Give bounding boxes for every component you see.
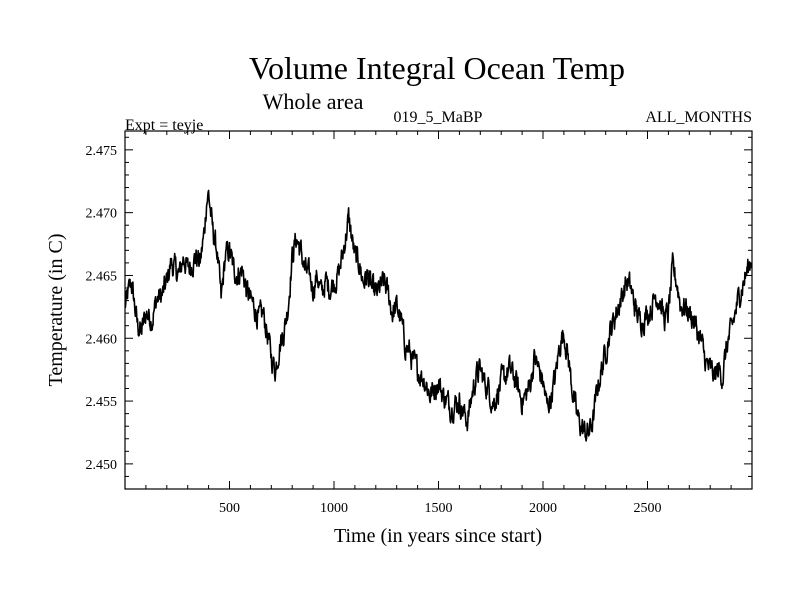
chart-subtitle: Whole area — [263, 89, 364, 114]
y-tick-label: 2.450 — [86, 458, 118, 473]
chart-title: Volume Integral Ocean Temp — [249, 50, 625, 86]
y-tick-label: 2.455 — [86, 395, 118, 410]
experiment-label: Expt = teyje — [125, 117, 203, 134]
y-tick-label: 2.475 — [86, 144, 118, 159]
x-tick-label: 1000 — [320, 501, 348, 516]
plot-frame — [124, 130, 753, 490]
series-line — [125, 189, 752, 442]
x-tick-label: 500 — [219, 501, 240, 516]
y-axis-label: Temperature (in C) — [45, 234, 67, 387]
x-tick-label: 2500 — [634, 501, 662, 516]
months-label: ALL_MONTHS — [645, 109, 752, 126]
y-tick-labels: 2.450 2.455 2.460 2.465 2.470 2.475 — [86, 144, 118, 473]
x-tick-label: 2000 — [529, 501, 557, 516]
period-label: 019_5_MaBP — [394, 109, 483, 126]
x-tick-labels: 500 1000 1500 2000 2500 — [219, 501, 662, 516]
x-tick-label: 1500 — [425, 501, 453, 516]
x-axis-label: Time (in years since start) — [334, 525, 542, 547]
axis-ticks — [125, 131, 752, 489]
y-tick-label: 2.465 — [86, 269, 118, 284]
y-tick-label: 2.460 — [86, 332, 118, 347]
y-tick-label: 2.470 — [86, 207, 118, 222]
